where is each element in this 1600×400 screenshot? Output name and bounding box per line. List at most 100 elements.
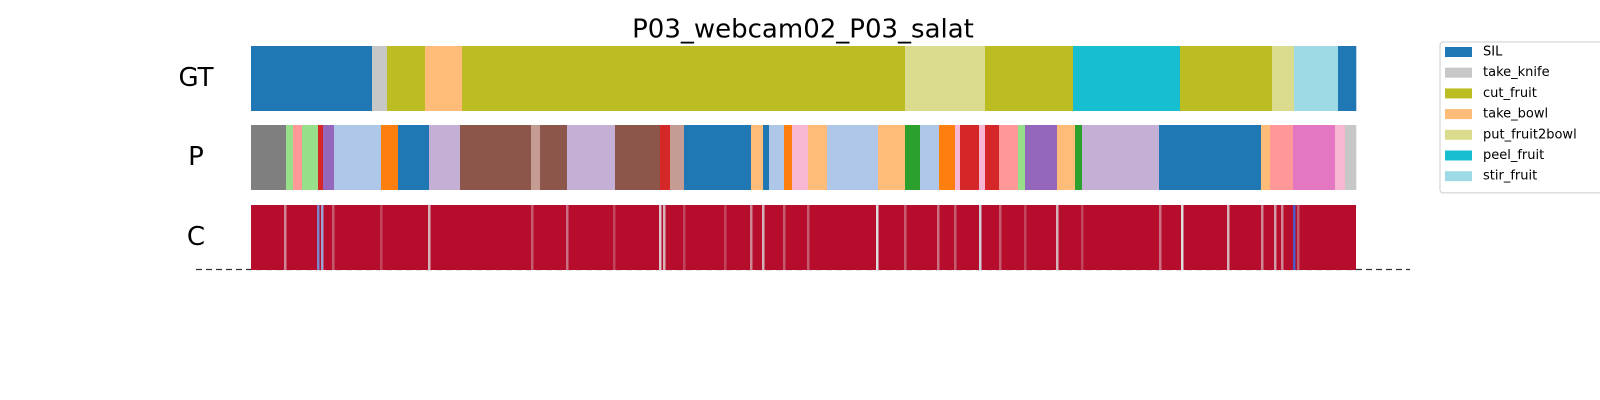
segment [302, 125, 319, 190]
confidence-stripe [317, 205, 320, 270]
segment [615, 125, 661, 190]
segment [878, 125, 906, 190]
segment [1345, 125, 1357, 190]
confidence-stripe [1281, 205, 1284, 270]
segment [1025, 125, 1058, 190]
segment [905, 125, 921, 190]
confidence-stripe [954, 205, 957, 270]
segment [1293, 125, 1336, 190]
legend-swatch [1445, 129, 1472, 140]
segment [939, 125, 956, 190]
segment [792, 125, 809, 190]
segment [1294, 46, 1339, 111]
confidence-stripe [999, 205, 1002, 270]
segment [1261, 125, 1271, 190]
legend-swatch [1445, 47, 1472, 57]
segment [429, 125, 461, 190]
confidence-stripe [724, 205, 727, 270]
segment [985, 46, 1074, 111]
legend-swatch [1445, 109, 1472, 120]
confidence-stripe [762, 205, 765, 270]
segment [920, 125, 940, 190]
segment [1159, 125, 1262, 190]
segment [808, 125, 828, 190]
confidence-stripe [807, 205, 810, 270]
segment [251, 125, 287, 190]
confidence-stripe [428, 205, 431, 270]
confidence-stripe [284, 205, 287, 270]
segment [381, 125, 399, 190]
legend-swatch [1445, 171, 1472, 182]
segment [1075, 125, 1083, 190]
confidence-stripe [380, 205, 383, 270]
confidence-stripe [1297, 205, 1300, 270]
segment [251, 46, 373, 111]
row-label: P [188, 142, 204, 172]
segment [979, 125, 986, 190]
segment [460, 125, 532, 190]
segment [905, 46, 986, 111]
segment [293, 125, 303, 190]
confidence-stripe [876, 205, 879, 270]
segment [763, 125, 770, 190]
row-label: GT [178, 63, 213, 93]
segment [1270, 125, 1294, 190]
segment [1057, 125, 1076, 190]
segment [660, 125, 671, 190]
segment [1338, 46, 1357, 111]
segment [769, 125, 785, 190]
legend-text: SIL [1483, 45, 1503, 60]
legend-text: take_bowl [1483, 107, 1548, 122]
legend-text: cut_fruit [1483, 86, 1537, 101]
legend-frame [1439, 41, 1600, 194]
legend-text: stir_fruit [1483, 169, 1537, 184]
confidence-stripe [1274, 205, 1277, 270]
confidence-stripe [566, 205, 569, 270]
confidence-stripe [1227, 205, 1230, 270]
segment [1082, 125, 1160, 190]
confidence-base [251, 205, 1356, 270]
segment [1335, 125, 1346, 190]
segment [1180, 46, 1273, 111]
segment [670, 125, 685, 190]
segment [985, 125, 1000, 190]
confidence-stripe [750, 205, 753, 270]
confidence-stripe [1261, 205, 1264, 270]
segment [684, 125, 752, 190]
segment [1073, 46, 1181, 111]
segment [540, 125, 568, 190]
segment [334, 125, 382, 190]
segment [999, 125, 1019, 190]
segment [286, 125, 294, 190]
confidence-stripe [1056, 205, 1059, 270]
legend-text: peel_fruit [1483, 148, 1544, 163]
confidence-stripe [613, 205, 616, 270]
segment [387, 46, 426, 111]
confidence-stripe [1024, 205, 1027, 270]
row-label: C [187, 222, 205, 252]
confidence-stripe [783, 205, 786, 270]
legend-swatch [1445, 88, 1472, 99]
confidence-stripe [979, 205, 982, 270]
segment [1018, 125, 1026, 190]
segment [960, 125, 980, 190]
confidence-stripe [937, 205, 940, 270]
segment [827, 125, 879, 190]
legend-swatch [1445, 150, 1472, 161]
confidence-stripe [659, 205, 662, 270]
confidence-stripe [663, 205, 666, 270]
chart-title: P03_webcam02_P03_salat [632, 15, 974, 45]
segment [323, 125, 335, 190]
confidence-stripe [1159, 205, 1162, 270]
segment [1272, 46, 1295, 111]
segment [531, 125, 541, 190]
segment [784, 125, 793, 190]
segment [751, 125, 764, 190]
legend-text: put_fruit2bowl [1483, 127, 1577, 142]
confidence-stripe [1081, 205, 1084, 270]
legend-text: take_knife [1483, 65, 1550, 80]
confidence-stripe [1181, 205, 1184, 270]
segment [567, 125, 616, 190]
segment [318, 125, 324, 190]
